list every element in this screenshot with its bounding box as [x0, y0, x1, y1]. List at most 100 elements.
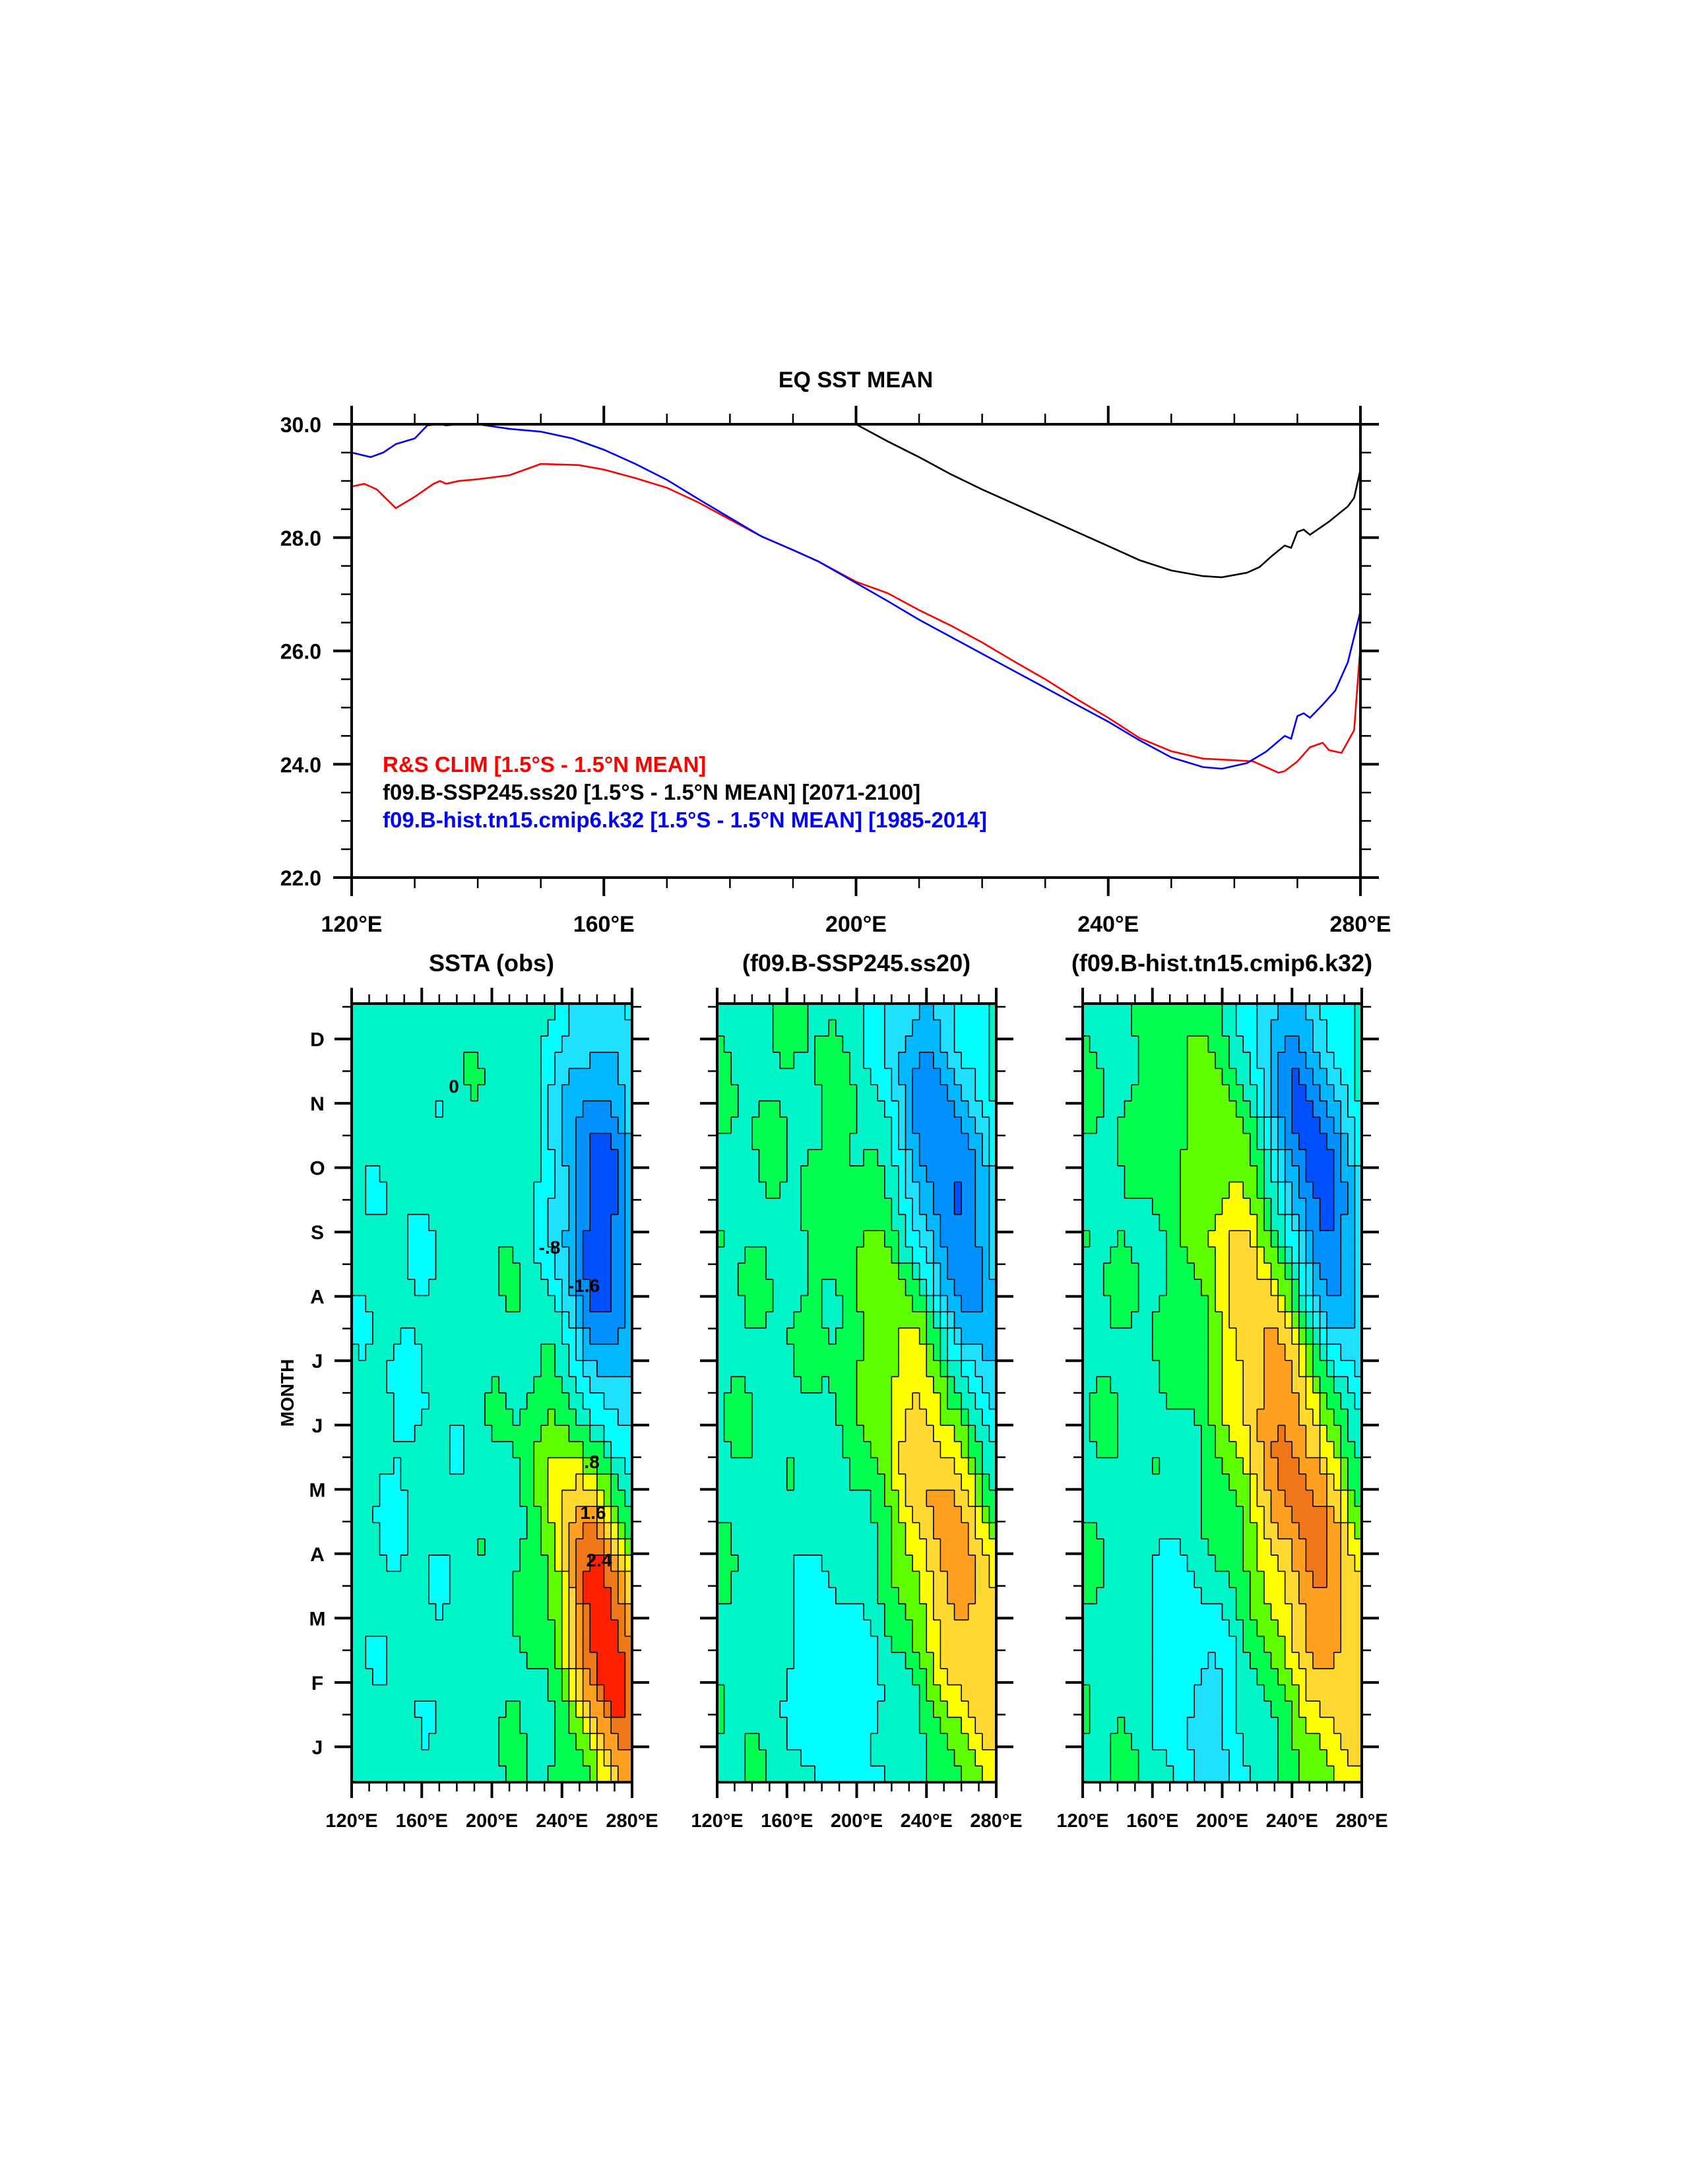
heatmap-cell	[947, 1555, 955, 1572]
heatmap-cell	[947, 1603, 955, 1621]
heatmap-cell	[919, 1490, 928, 1507]
heatmap-cell	[366, 1376, 373, 1394]
heatmap-cell	[940, 1263, 948, 1280]
heatmap-cell	[877, 1344, 885, 1361]
heatmap-cell	[358, 1522, 366, 1540]
heatmap-cell	[905, 1133, 913, 1151]
heatmap-cell	[751, 1701, 760, 1718]
heatmap-cell	[815, 1701, 823, 1718]
heatmap-cell	[794, 1149, 802, 1167]
heatmap-cell	[428, 1733, 437, 1750]
heatmap-cell	[534, 1636, 542, 1654]
heatmap-cell	[625, 1522, 633, 1540]
heatmap-cell	[583, 1506, 590, 1524]
heatmap-cell	[843, 1749, 850, 1767]
heatmap-cell	[751, 1409, 760, 1426]
heatmap-cell	[428, 1522, 437, 1540]
heatmap-cell	[856, 1004, 864, 1021]
heatmap-cell	[604, 1490, 612, 1507]
heatmap-cell	[751, 1036, 760, 1053]
heatmap-cell	[428, 1344, 437, 1361]
heatmap-cell	[422, 1295, 430, 1312]
heatmap-cell	[583, 1149, 590, 1167]
heatmap-cell	[843, 1295, 850, 1312]
legend-entry-rs-clim: R&S CLIM [1.5°S - 1.5°N MEAN]	[383, 752, 706, 777]
heatmap-cell	[499, 1733, 507, 1750]
heatmap-cell	[590, 1165, 598, 1183]
heatmap-cell	[933, 1571, 941, 1588]
heatmap-cell	[933, 1328, 941, 1345]
heatmap-cell	[724, 1409, 732, 1426]
heatmap-cell	[408, 1246, 416, 1264]
heatmap-cell	[864, 1425, 872, 1442]
heatmap-cell	[548, 1506, 556, 1524]
heatmap-cell	[751, 1473, 760, 1491]
heatmap-cell	[926, 1588, 934, 1605]
heatmap-cell	[856, 1165, 864, 1183]
heatmap-cell	[961, 1409, 969, 1426]
heatmap-cell	[569, 1101, 577, 1118]
heatmap-cell	[877, 1555, 885, 1572]
heatmap-cell	[625, 1555, 633, 1572]
heatmap-cell	[422, 1231, 430, 1248]
heatmap-cell	[478, 1393, 486, 1410]
heatmap-cell	[899, 1571, 907, 1588]
heatmap-cell	[843, 1458, 850, 1475]
heatmap-cell	[464, 1733, 472, 1750]
heatmap-cell	[526, 1425, 534, 1442]
heatmap-cell	[912, 1263, 920, 1280]
heatmap-cell	[534, 1620, 542, 1637]
heatmap-cell	[548, 1084, 556, 1102]
heatmap-cell	[864, 1246, 872, 1264]
heatmap-cell	[569, 1246, 577, 1264]
heatmap-cell	[968, 1214, 976, 1231]
heatmap-cell	[968, 1182, 976, 1199]
heatmap-cell	[358, 1652, 366, 1669]
heatmap-cell	[470, 1344, 478, 1361]
heatmap-cell	[717, 1133, 725, 1151]
heatmap-cell	[408, 1279, 416, 1297]
heatmap-cell	[358, 1749, 366, 1767]
heatmap-cell	[864, 1652, 872, 1669]
heatmap-cell	[751, 1295, 760, 1312]
heatmap-cell	[926, 1101, 934, 1118]
heatmap-cell	[780, 1458, 788, 1475]
heatmap-cell	[590, 1571, 598, 1588]
heatmap-cell	[505, 1312, 514, 1329]
heatmap-cell	[745, 1473, 753, 1491]
heatmap-cell	[989, 1360, 997, 1378]
heatmap-cell	[905, 1652, 913, 1669]
line-chart-title: EQ SST MEAN	[779, 368, 933, 393]
heatmap-cell	[982, 1717, 990, 1735]
heatmap-cell	[773, 1101, 781, 1118]
heatmap-cell	[849, 1084, 858, 1102]
heatmap-cell	[590, 1636, 598, 1654]
heatmap-cell	[989, 1733, 997, 1750]
heatmap-cell	[717, 1717, 725, 1735]
heatmap-cell	[470, 1263, 478, 1280]
heatmap-cell	[358, 1539, 366, 1556]
heatmap-cell	[954, 1668, 962, 1686]
heatmap-cell	[808, 1588, 815, 1605]
heatmap-cell	[912, 1393, 920, 1410]
heatmap-cell	[766, 1733, 774, 1750]
heatmap-cell	[387, 1652, 395, 1669]
heatmap-cell	[800, 1701, 809, 1718]
heatmap-cell	[780, 1636, 788, 1654]
heatmap-cell	[520, 1036, 528, 1053]
heatmap-cell	[569, 1279, 577, 1297]
heatmap-cell	[561, 1766, 570, 1783]
heatmap-cell	[387, 1506, 395, 1524]
heatmap-cell	[379, 1685, 387, 1702]
heatmap-cell	[835, 1279, 844, 1297]
heatmap-cell	[843, 1052, 850, 1070]
heatmap-cell	[569, 1766, 577, 1783]
heatmap-cell	[387, 1117, 395, 1134]
heatmap-cell	[604, 1733, 612, 1750]
heatmap-cell	[961, 1441, 969, 1459]
heatmap-cell	[561, 1717, 570, 1735]
heatmap-cell	[366, 1231, 373, 1248]
heatmap-cell	[794, 1571, 802, 1588]
heatmap-cell	[919, 1263, 928, 1280]
heatmap-cell	[773, 1084, 781, 1102]
